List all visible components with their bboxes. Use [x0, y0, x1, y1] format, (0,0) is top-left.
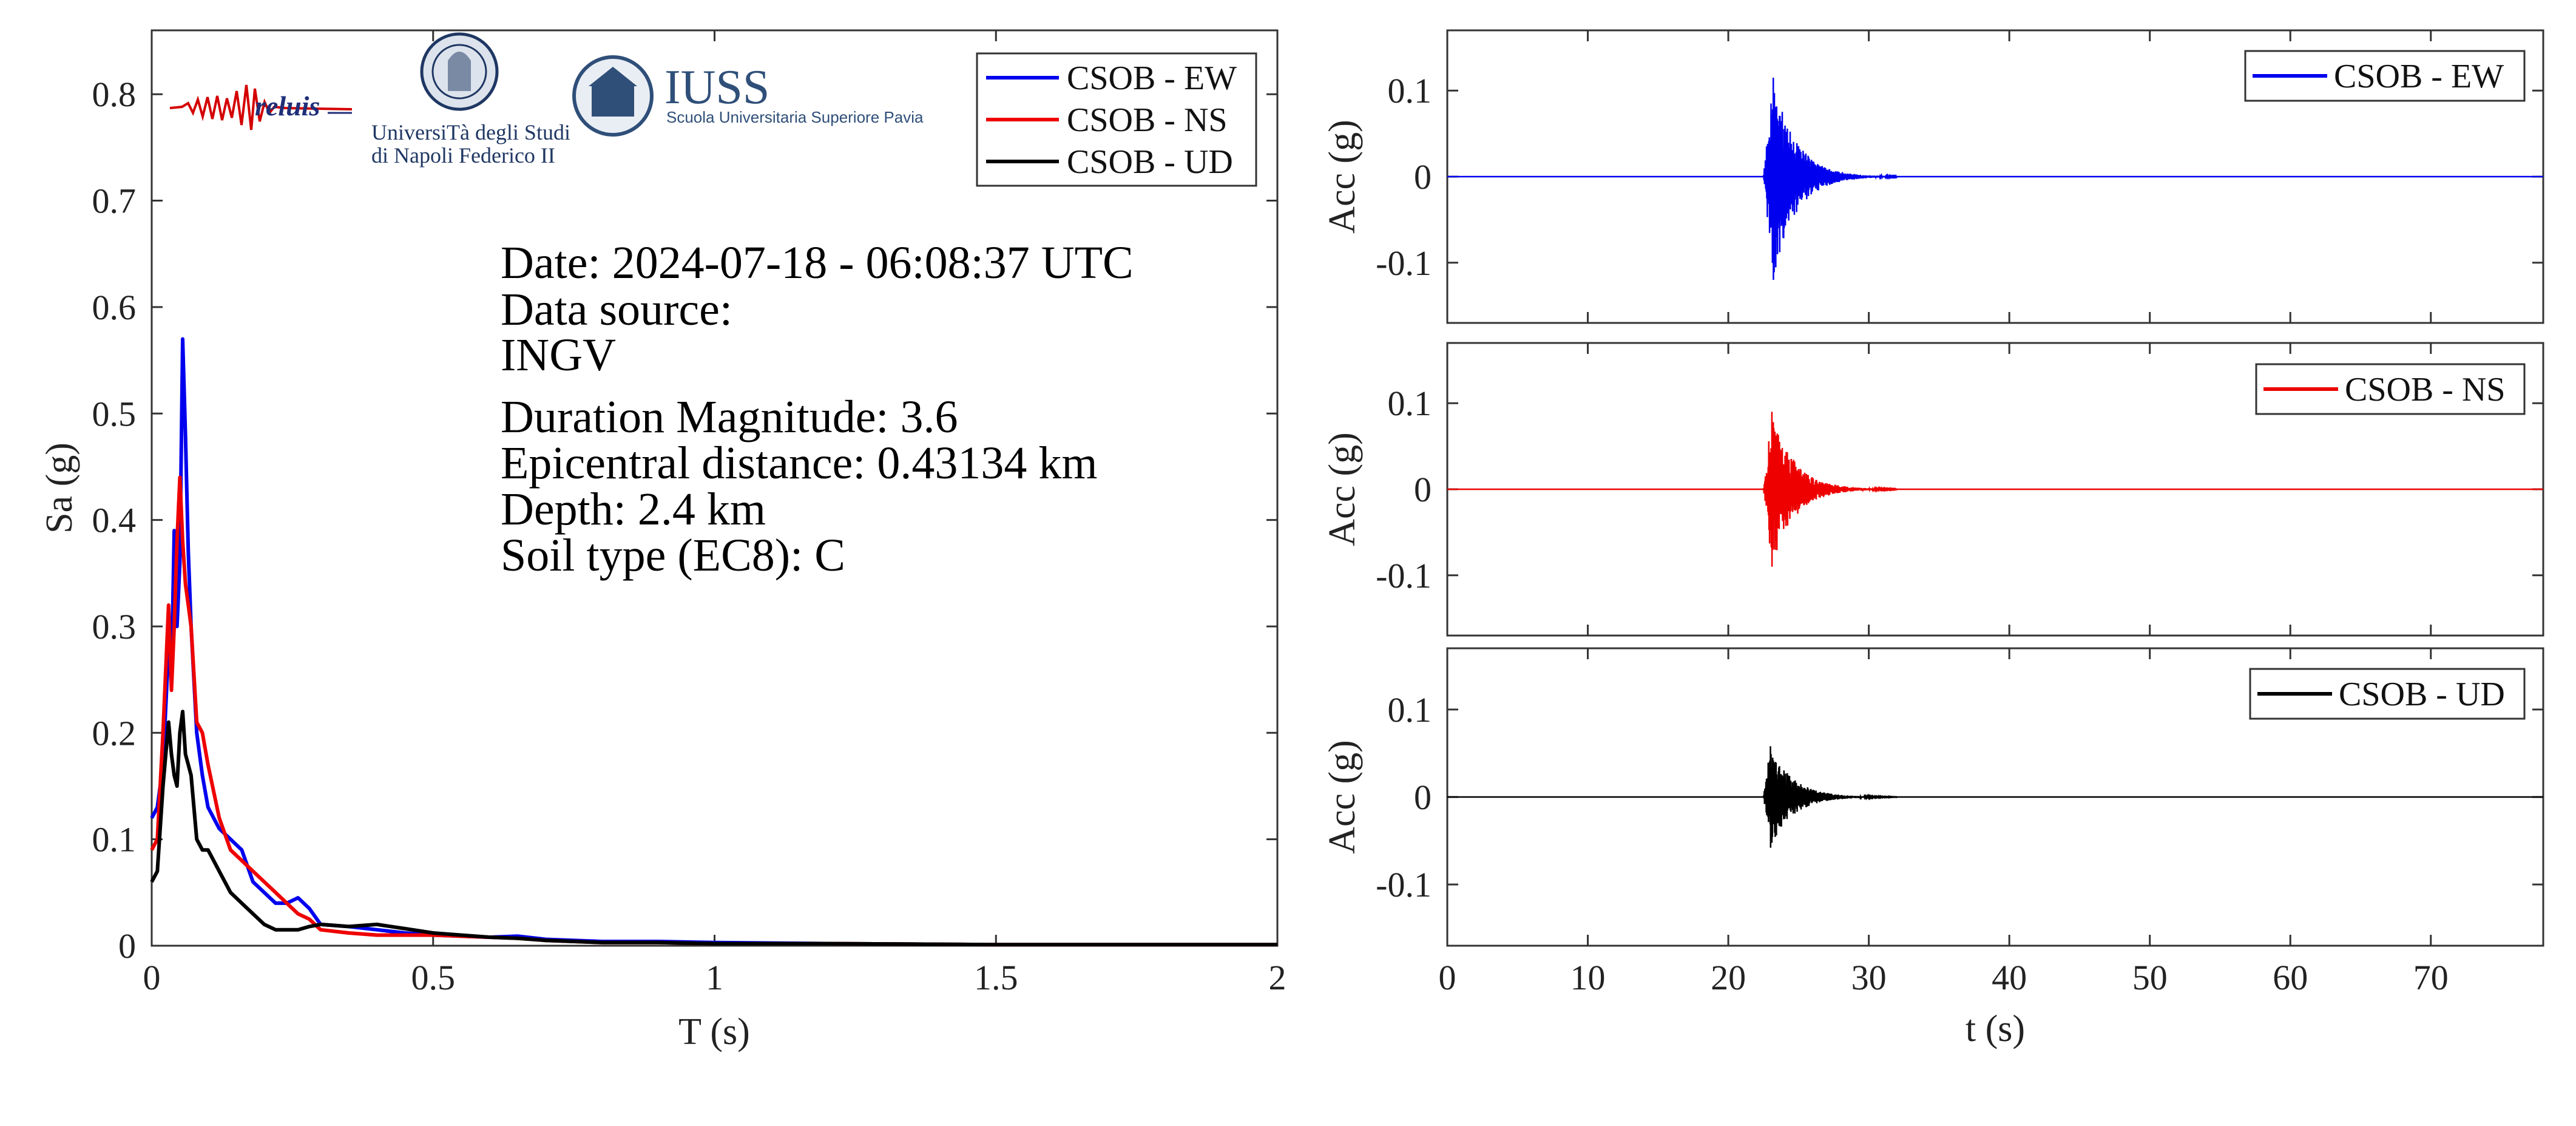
acc-y-tick-label: 0	[1414, 470, 1432, 509]
accelerogram-ns-y-axis-label: Acc (g)	[1322, 432, 1363, 546]
legend-label-ud-acc: CSOB - UD	[2339, 676, 2505, 713]
spectrum-y-tick-label: 0.3	[92, 607, 137, 646]
spectrum-y-tick-label: 0.2	[92, 713, 137, 753]
reluis-logo-text: reluis	[255, 90, 320, 121]
spectrum-series-line-2	[150, 710, 1277, 947]
university-naples-logo: UniversiTà degli Studi di Napoli Federic…	[371, 32, 570, 168]
legend-label-ns: CSOB - NS	[1067, 101, 1228, 139]
accelerogram-ud-chart: -0.1 0 0.1 0 10 20 30 40 50 60 70 Acc (g) t (s) CS…	[1322, 647, 2544, 1050]
accelerogram-ud-y-axis-label: Acc (g)	[1322, 740, 1363, 854]
spectrum-chart: 0 0.5 1 1.5 2 0 0.1 0.2 0.3 0.4 0.5 0.6 0.7 0.8 T (s)…	[39, 29, 1286, 1053]
spectrum-legend-box	[976, 52, 1257, 187]
acc-x-tick-label: 0	[1439, 958, 1456, 997]
spectrum-y-tick-label: 0.7	[92, 181, 137, 221]
university-name-line1: UniversiTà degli Studi	[371, 120, 570, 144]
acc-y-tick-label: 0.1	[1388, 71, 1432, 110]
spectrum-x-tick-label: 0	[143, 958, 161, 997]
spectrum-y-tick-label: 0.6	[92, 288, 137, 327]
spectrum-x-tick-label: 1	[706, 958, 723, 997]
acc-x-tick-label: 20	[1711, 958, 1746, 997]
event-info: Date: 2024-07-18 - 06:08:37 UTC Data sou…	[501, 237, 1134, 581]
info-epicentral-distance: Epicentral distance: 0.43134 km	[501, 438, 1098, 489]
acc-y-tick-label: -0.1	[1376, 243, 1432, 283]
accelerogram-ew-ticks: -0.1 0 0.1	[1376, 30, 2543, 323]
acc-x-tick-label: 60	[2273, 958, 2308, 997]
accelerogram-ud-ticks: -0.1 0 0.1 0 10 20 30 40 50 60 70	[1376, 648, 2543, 997]
iuss-logo-title: IUSS	[664, 61, 769, 114]
accelerogram-ns-trace	[1447, 412, 2543, 567]
acc-y-tick-label: 0.1	[1388, 384, 1432, 423]
acc-trace-1	[1762, 412, 1898, 567]
acc-y-tick-label: -0.1	[1376, 865, 1432, 904]
accelerogram-ud-legend: CSOB - UD	[2249, 668, 2526, 720]
legend-label-ns-acc: CSOB - NS	[2345, 371, 2506, 409]
accelerogram-x-axis-label: t (s)	[1966, 1008, 2025, 1050]
spectrum-series	[150, 337, 1277, 947]
acc-y-tick-label: -0.1	[1376, 556, 1432, 595]
accelerogram-ew-chart: -0.1 0 0.1 Acc (g) CSOB - EW	[1322, 29, 2544, 324]
accelerogram-ew-y-axis-label: Acc (g)	[1322, 120, 1363, 234]
accelerogram-ew-trace	[1447, 77, 2543, 280]
iuss-logo: IUSS Scuola Universitaria Superiore Pavi…	[572, 55, 924, 137]
accelerogram-ew-legend: CSOB - EW	[2244, 50, 2526, 102]
spectrum-x-axis-label: T (s)	[678, 1011, 750, 1053]
info-date: Date: 2024-07-18 - 06:08:37 UTC	[501, 237, 1134, 288]
acc-x-tick-label: 40	[1992, 958, 2027, 997]
spectrum-x-tick-label: 1.5	[974, 958, 1018, 997]
acc-x-tick-label: 10	[1570, 958, 1606, 997]
legend-label-ew-acc: CSOB - EW	[2334, 58, 2504, 95]
spectrum-y-tick-label: 0.4	[92, 501, 137, 540]
acc-x-tick-label: 30	[1851, 958, 1887, 997]
spectrum-y-tick-label: 0.8	[92, 75, 137, 114]
acc-y-tick-label: 0.1	[1388, 690, 1432, 730]
accelerogram-ns-legend: CSOB - NS	[2255, 363, 2526, 415]
info-data-source: INGV	[501, 330, 616, 381]
info-data-source-label: Data source:	[501, 284, 732, 335]
acc-y-tick-label: 0	[1414, 157, 1432, 197]
spectrum-x-tick-label: 2	[1269, 958, 1286, 997]
accelerogram-ns-chart: -0.1 0 0.1 Acc (g) CSOB - NS	[1322, 342, 2544, 637]
spectrum-x-tick-label: 0.5	[411, 958, 456, 997]
spectrum-ticks: 0 0.5 1 1.5 2 0 0.1 0.2 0.3 0.4 0.5 0.6 0.7 0.8	[92, 30, 1286, 997]
info-magnitude: Duration Magnitude: 3.6	[501, 392, 958, 443]
spectrum-y-tick-label: 0.5	[92, 394, 137, 433]
accelerogram-ud-trace	[1447, 746, 2543, 848]
acc-y-tick-label: 0	[1414, 778, 1432, 817]
spectrum-legend: CSOB - EW CSOB - NS CSOB - UD	[976, 52, 1257, 187]
university-name-line2: di Napoli Federico II	[371, 143, 555, 168]
accelerogram-ns-ticks: -0.1 0 0.1	[1376, 343, 2543, 636]
info-soil-type: Soil type (EC8): C	[501, 530, 845, 581]
spectrum-y-tick-label: 0	[118, 926, 136, 966]
acc-trace-0	[1762, 77, 1898, 280]
legend-label-ew: CSOB - EW	[1067, 59, 1237, 97]
acc-trace-2	[1762, 746, 1898, 848]
spectrum-y-axis-label: Sa (g)	[39, 443, 80, 534]
spectrum-y-tick-label: 0.1	[92, 820, 137, 860]
legend-label-ud: CSOB - UD	[1067, 143, 1233, 181]
info-depth: Depth: 2.4 km	[501, 484, 766, 535]
iuss-logo-subtitle: Scuola Universitaria Superiore Pavia	[666, 108, 924, 126]
acc-x-tick-label: 50	[2132, 958, 2168, 997]
acc-x-tick-label: 70	[2413, 958, 2449, 997]
reluis-logo: reluis	[169, 84, 353, 131]
